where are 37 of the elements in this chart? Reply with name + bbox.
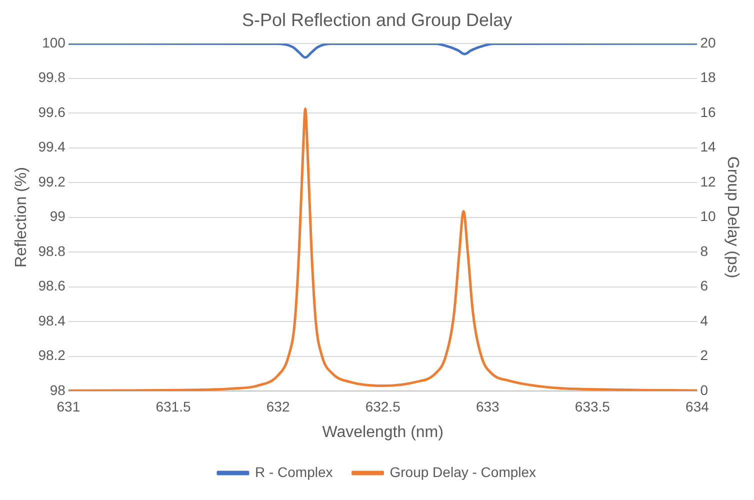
y-tick-label: 99 bbox=[50, 208, 66, 224]
x-tick-label: 631 bbox=[56, 398, 80, 414]
y-tick-label: 99.2 bbox=[38, 173, 66, 190]
y-tick-label: 100 bbox=[42, 34, 66, 50]
y2-tick-label: 2 bbox=[700, 347, 708, 364]
y2-tick-label: 0 bbox=[700, 382, 708, 398]
x-tick-label: 634 bbox=[686, 398, 710, 414]
y2-axis-title: Group Delay (ps) bbox=[724, 156, 741, 278]
legend-label: Group Delay - Complex bbox=[390, 464, 536, 480]
y2-tick-label: 6 bbox=[700, 278, 708, 294]
x-tick-label: 633.5 bbox=[574, 398, 610, 414]
y-tick-label: 98.8 bbox=[38, 242, 66, 259]
x-axis-title: Wavelength (nm) bbox=[322, 424, 444, 441]
y-tick-label: 98 bbox=[50, 382, 66, 398]
x-tick-label: 631.5 bbox=[156, 398, 191, 414]
y-tick-label: 98.2 bbox=[38, 347, 66, 364]
y-tick-label: 98.6 bbox=[38, 278, 66, 294]
y2-tick-label: 14 bbox=[700, 138, 716, 155]
line-series bbox=[68, 107, 698, 391]
y2-tick-label: 16 bbox=[700, 104, 716, 120]
y-tick-label: 98.4 bbox=[38, 312, 66, 328]
line-series bbox=[68, 44, 698, 59]
x-tick-label: 632.5 bbox=[365, 398, 401, 414]
y-tick-label: 99.8 bbox=[38, 69, 66, 86]
y2-tick-label: 4 bbox=[700, 312, 708, 328]
y2-tick-label: 12 bbox=[700, 173, 716, 190]
chart-title: S-Pol Reflection and Group Delay bbox=[242, 10, 512, 30]
y2-tick-label: 8 bbox=[700, 242, 708, 259]
y-tick-label: 99.6 bbox=[38, 104, 66, 120]
x-tick-label: 633 bbox=[476, 398, 500, 414]
x-tick-label: 632 bbox=[266, 398, 290, 414]
y2-tick-label: 20 bbox=[700, 34, 716, 50]
y2-tick-label: 10 bbox=[700, 208, 716, 224]
y-axis-title: Reflection (%) bbox=[13, 167, 30, 268]
y-tick-label: 99.4 bbox=[38, 138, 66, 155]
legend-label: R - Complex bbox=[254, 464, 333, 480]
y2-tick-label: 18 bbox=[700, 69, 716, 86]
